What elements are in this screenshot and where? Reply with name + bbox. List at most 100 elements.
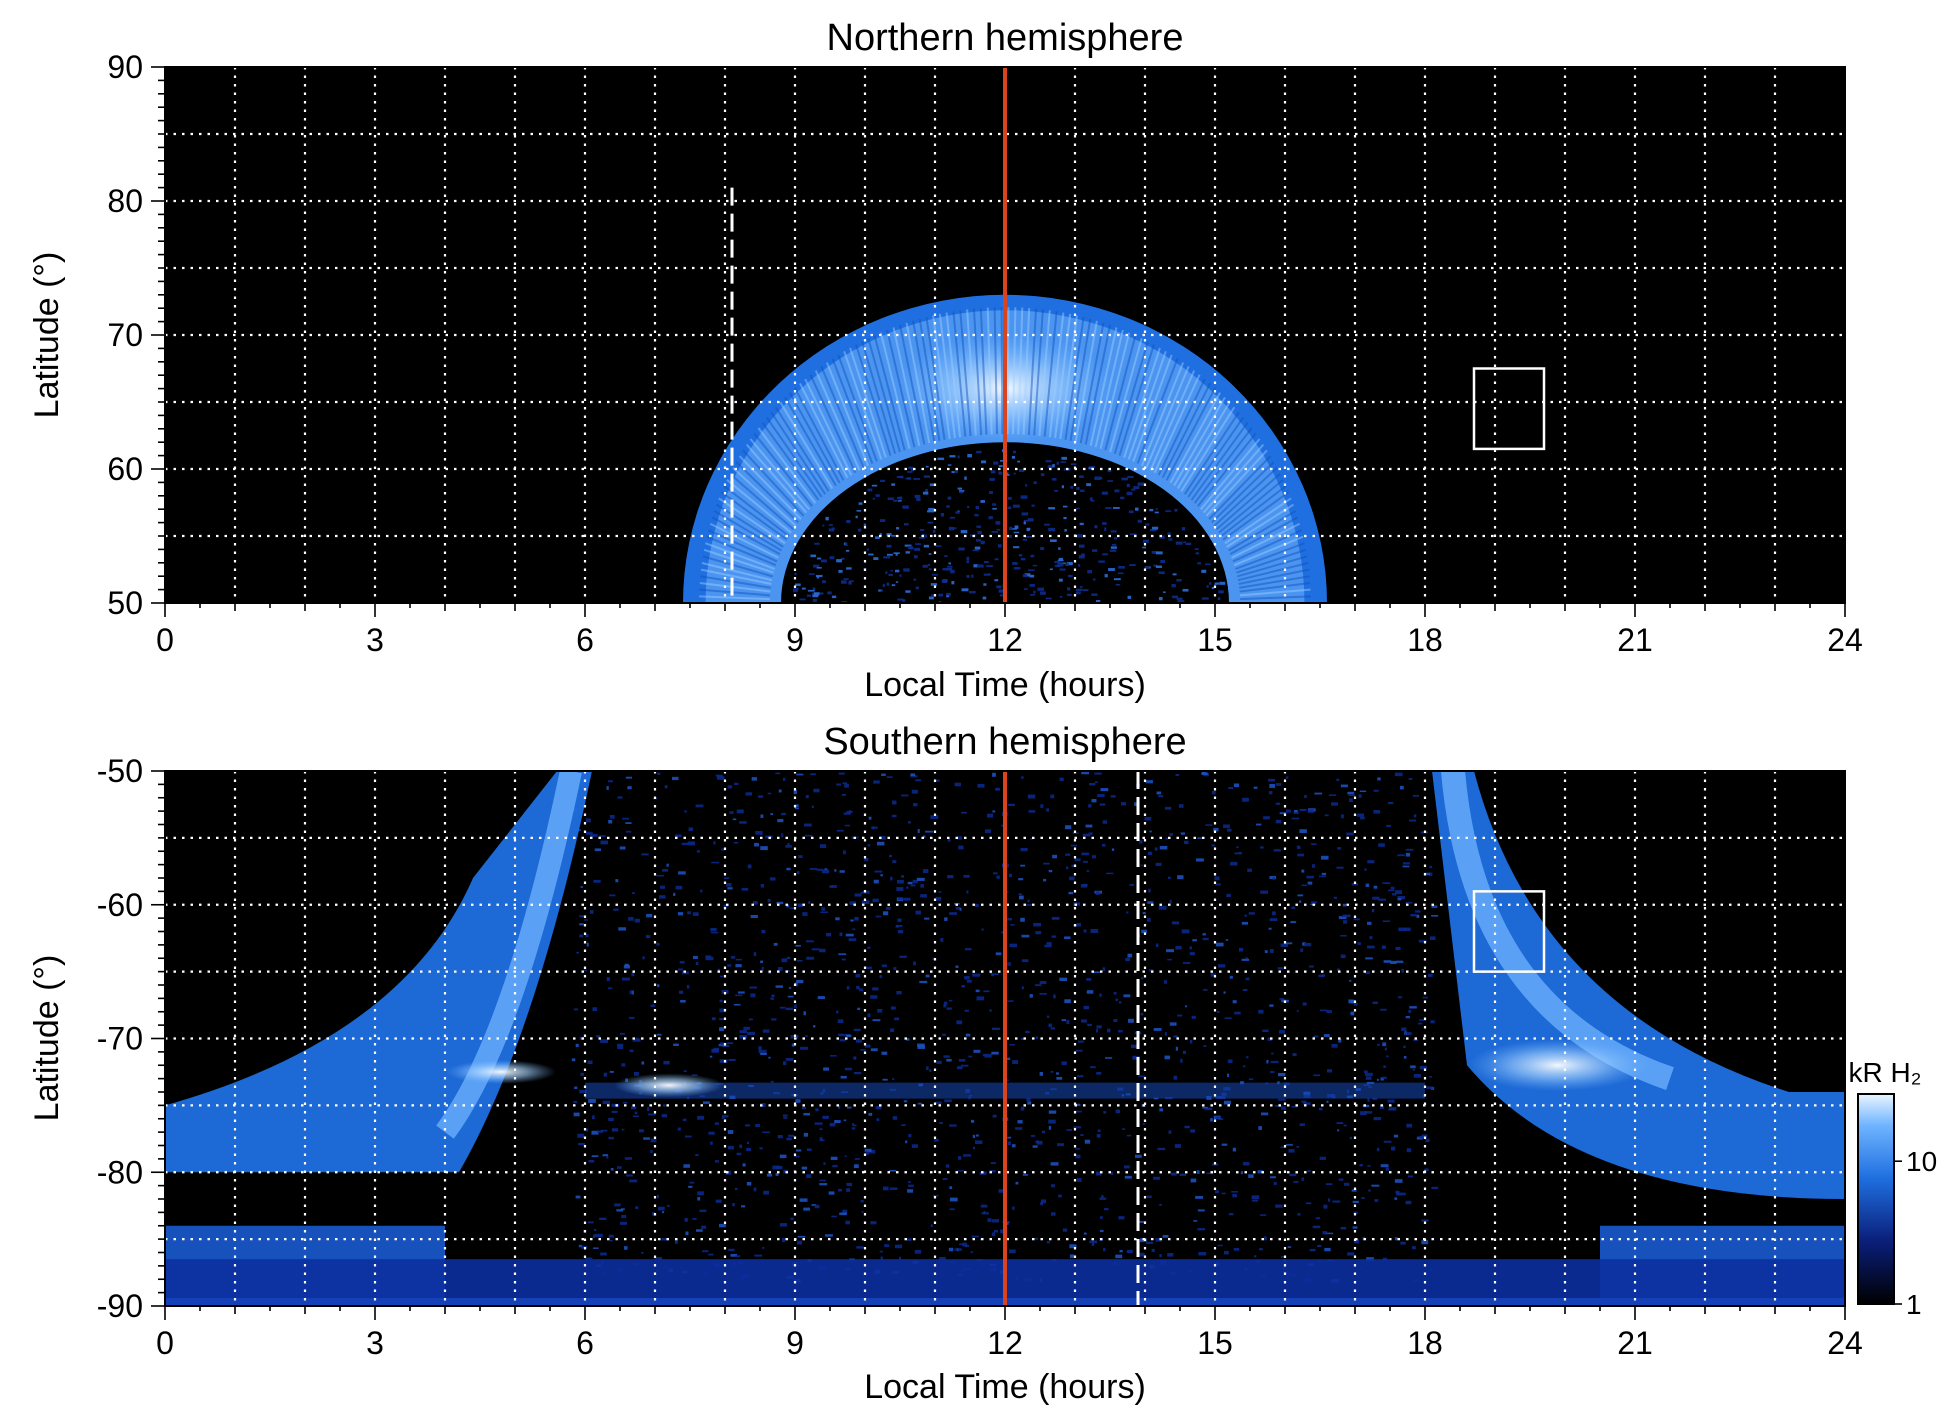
speckle — [1307, 881, 1313, 885]
speckle — [1230, 861, 1238, 866]
speckle — [615, 879, 619, 883]
streak — [905, 322, 931, 444]
speckle — [1021, 776, 1024, 779]
speckle — [616, 1166, 622, 1169]
streak — [1153, 374, 1201, 474]
speckle — [1422, 996, 1429, 999]
speckle — [634, 918, 640, 923]
speckle — [858, 988, 864, 992]
speckle — [1031, 504, 1035, 507]
speckle — [914, 494, 921, 499]
speckle — [661, 1114, 668, 1118]
speckle — [930, 1224, 933, 1227]
speckle — [701, 1225, 707, 1229]
speckle — [1248, 1078, 1254, 1081]
speckle — [877, 1008, 883, 1013]
southern-ticks: 0 3 6 9 12 15 18 21 24-90-80-70-60-50 — [97, 753, 1863, 1361]
speckle — [932, 1194, 939, 1197]
speckle — [905, 590, 911, 593]
speckle — [946, 505, 950, 508]
speckle — [1153, 1027, 1162, 1031]
speckle — [1130, 533, 1137, 536]
speckle — [587, 1221, 594, 1224]
speckle — [628, 916, 634, 921]
speckle — [1190, 1178, 1197, 1183]
northern-panel: Northern hemisphere 0 3 6 9 12 15 18 21 24506070… — [28, 17, 1863, 704]
speckle — [761, 966, 764, 971]
speckle — [1050, 794, 1055, 799]
speckle — [1007, 534, 1012, 538]
speckle — [796, 871, 800, 875]
streak — [1215, 473, 1281, 531]
speckle — [1390, 1146, 1396, 1151]
speckle — [588, 1098, 596, 1103]
speckle — [727, 964, 732, 967]
speckle — [1142, 539, 1149, 543]
speckle — [845, 1220, 850, 1225]
speckle — [654, 1257, 663, 1261]
speckle — [897, 500, 902, 502]
speckle — [961, 588, 969, 592]
speckle — [688, 1185, 693, 1188]
streak — [1240, 595, 1311, 601]
speckle — [1387, 801, 1394, 805]
speckle — [874, 870, 883, 873]
speckle — [786, 867, 791, 871]
speckle — [1021, 934, 1030, 938]
speckle — [678, 968, 684, 971]
speckle — [1194, 548, 1199, 551]
streak — [1113, 341, 1149, 454]
speckle — [972, 549, 979, 552]
speckle — [888, 573, 893, 577]
speckle — [980, 540, 985, 545]
speckle — [1367, 1098, 1370, 1102]
speckle — [1144, 816, 1152, 821]
speckle — [1176, 597, 1183, 600]
speckle — [915, 910, 922, 915]
speckle — [1024, 573, 1031, 577]
speckle — [910, 775, 918, 778]
speckle — [1153, 564, 1158, 567]
speckle — [770, 997, 775, 1000]
speckle — [853, 1072, 862, 1075]
speckle — [1193, 1220, 1198, 1222]
speckle — [1057, 559, 1064, 562]
speckle — [1215, 942, 1224, 947]
speckle — [632, 1115, 639, 1118]
speckle — [1018, 554, 1023, 557]
speckle — [839, 870, 845, 873]
speckle — [1079, 586, 1083, 588]
speckle — [838, 1105, 841, 1109]
speckle — [1039, 980, 1047, 985]
speckle — [1385, 1167, 1390, 1171]
speckle — [1018, 469, 1025, 472]
speckle — [1110, 1171, 1114, 1176]
speckle — [915, 779, 922, 782]
speckle — [1269, 949, 1274, 953]
streak — [1094, 329, 1124, 448]
speckle — [863, 523, 867, 527]
streak — [1099, 332, 1131, 449]
speckle — [1028, 810, 1036, 813]
speckle — [1029, 574, 1035, 578]
streak — [1169, 392, 1221, 484]
speckle — [739, 1035, 748, 1039]
speckle — [919, 980, 928, 984]
speckle — [579, 923, 584, 926]
speckle — [917, 1045, 926, 1049]
speckle — [1046, 942, 1052, 945]
speckle — [876, 1118, 880, 1121]
speckle — [1364, 868, 1367, 871]
speckle — [1395, 960, 1404, 963]
speckle — [1279, 998, 1285, 1001]
speckle — [1012, 450, 1016, 454]
speckle — [838, 953, 847, 956]
speckle — [1069, 1254, 1075, 1259]
speckle — [1017, 1120, 1023, 1124]
speckle — [781, 958, 788, 963]
speckle — [606, 786, 609, 790]
speckle — [991, 1051, 999, 1055]
speckle — [803, 1011, 806, 1016]
speckle — [989, 1170, 996, 1173]
speckle — [1045, 460, 1052, 463]
